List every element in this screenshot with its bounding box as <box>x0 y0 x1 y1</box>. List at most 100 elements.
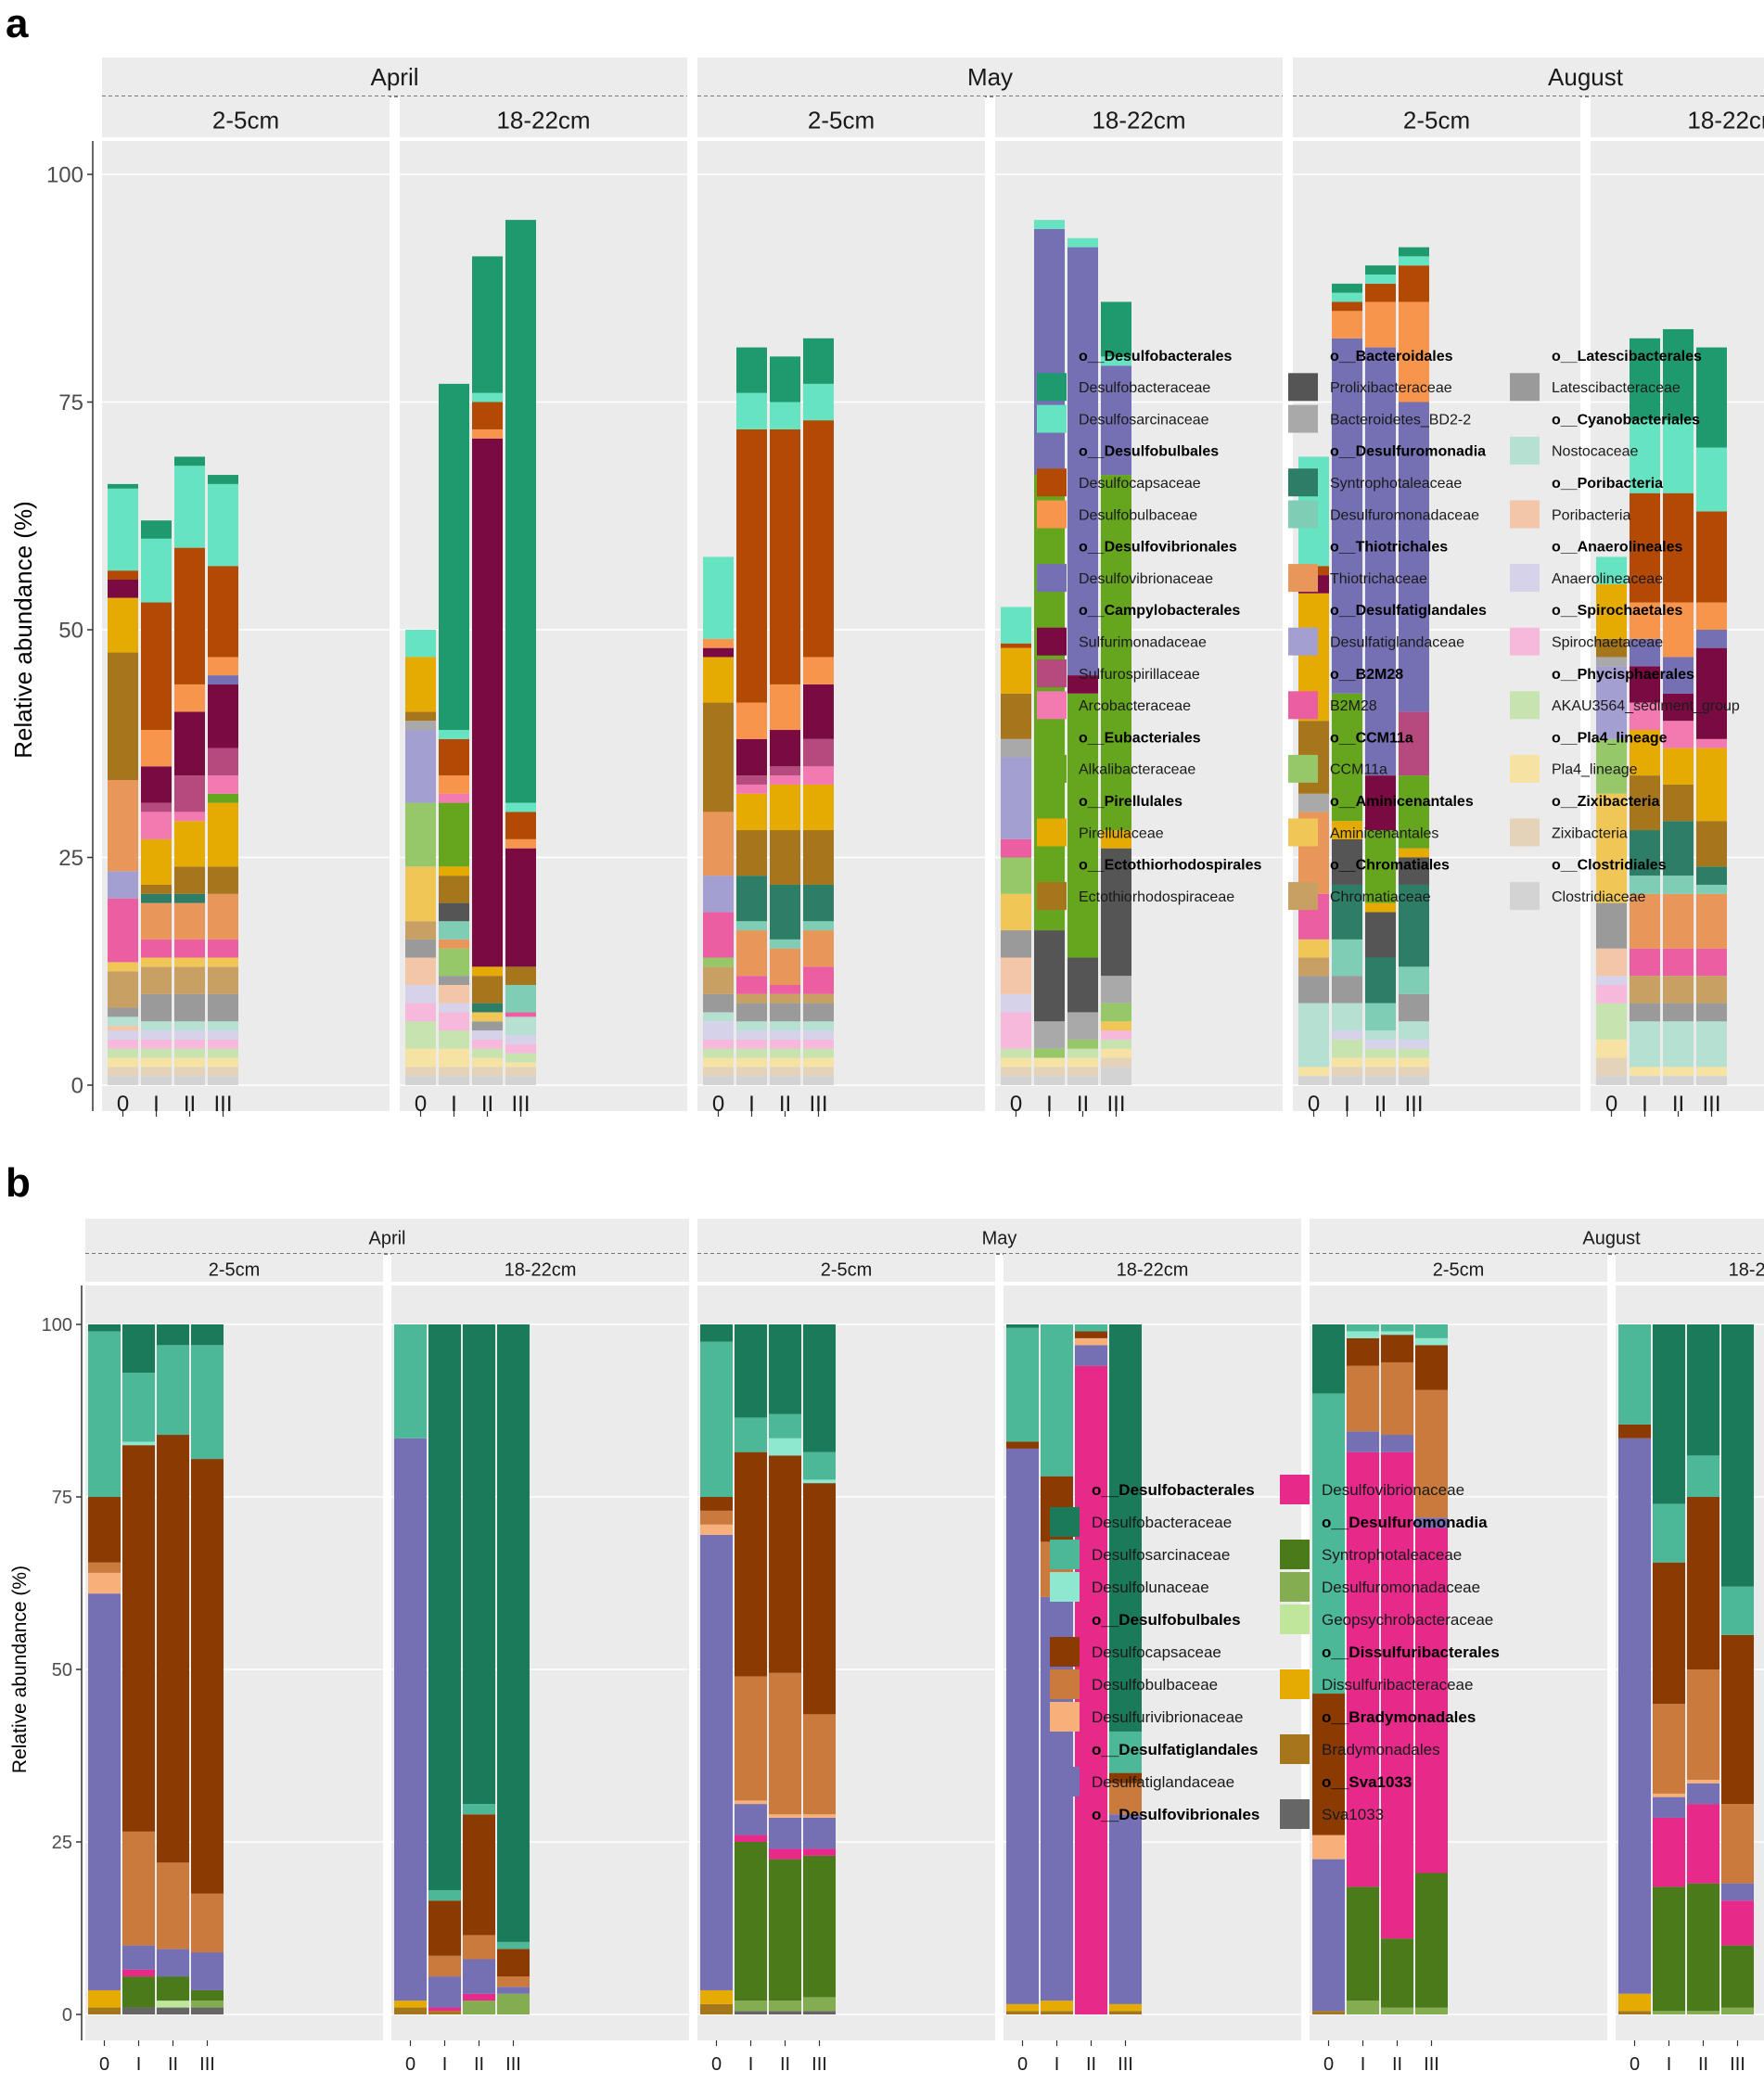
segment-desulfobulbaceae <box>439 775 469 794</box>
segment-desulfosarcinaceae <box>108 488 138 571</box>
x-tick-label: 0 <box>99 2054 109 2075</box>
bar-april-18-22cm-i <box>428 1324 461 2014</box>
segment-spirochaetaceae <box>736 1039 767 1049</box>
segment-desulfuromonadaceae <box>463 2001 495 2014</box>
legend-swatch-desulfobacteraceae <box>1037 373 1067 402</box>
legend-family-label: Alkalibacteraceae <box>1079 762 1195 778</box>
segment-thiotrichaceae <box>770 948 800 985</box>
legend-family-label: Desulfuromonadaceae <box>1330 507 1479 523</box>
segment-b2m28 <box>736 976 767 994</box>
segment-aminicenantales <box>1298 939 1329 958</box>
segment-desulfatiglandaceae <box>428 1976 461 2008</box>
segment-prolixibacteraceae <box>1332 838 1362 885</box>
segment-zixibacteria <box>439 1067 469 1077</box>
segment-pla4-lineage <box>1663 1067 1694 1077</box>
segment-desulfatiglandaceae <box>735 1804 767 1835</box>
segment-desulfobacteraceae <box>505 220 536 803</box>
bar-may-2-5cm-0 <box>703 556 734 1085</box>
legend-swatch-desulfosarcinaceae <box>1050 1540 1080 1569</box>
legend-family-label: Syntrophotaleaceae <box>1330 476 1462 492</box>
legend-swatch-syntrophotaleaceae <box>1280 1540 1310 1569</box>
segment-desulfuromonadaceae <box>191 2001 224 2008</box>
segment-syntrophotaleaceae <box>736 876 767 922</box>
segment-sulfurimonadaceae <box>1696 647 1727 739</box>
segment-desulfocapsaceae <box>108 570 138 580</box>
segment-ccm11a <box>1067 1039 1098 1049</box>
segment-akau3564-sediment-group <box>174 1048 205 1058</box>
bar-may-18-22cm-ii <box>1067 237 1098 1085</box>
segment-pla4-lineage <box>174 1057 205 1068</box>
segment-akau3564-sediment-group <box>472 1048 503 1058</box>
segment-desulfatiglandaceae <box>1006 1448 1039 2004</box>
x-tick-label: II <box>1077 1092 1089 1117</box>
segment-alkalibacteraceae <box>439 802 469 867</box>
bar-august-2-5cm-ii <box>1365 265 1396 1085</box>
legend-swatch-desulfuromonadaceae <box>1280 1572 1310 1602</box>
segment-arcobacteraceae <box>208 775 238 794</box>
segment-pirellulaceae <box>1630 730 1660 776</box>
depth-label: 2-5cm <box>1433 1259 1485 1280</box>
segment-latescibacteraceae <box>1399 993 1429 1022</box>
x-tick-label: III <box>1702 1092 1720 1117</box>
segment-desulfocapsaceae <box>803 420 834 658</box>
depth-strip <box>697 1254 995 1282</box>
legend-swatch-desulfosarcinaceae <box>1037 404 1067 433</box>
segment-desulfosarcinaceae <box>1399 256 1429 266</box>
segment-sulfurimonadaceae <box>472 438 503 967</box>
segment-aminicenantales <box>174 957 205 967</box>
segment-bradymonadales <box>88 2007 121 2014</box>
segment-dissulfuribacteraceae <box>1109 2003 1142 2012</box>
segment-sulfurimonadaceae <box>1067 675 1098 694</box>
legend-family-label: Poribacteria <box>1552 507 1630 523</box>
legend-order-label: o__Cyanobacteriales <box>1552 412 1700 428</box>
segment-spirochaetaceae <box>703 1039 734 1049</box>
segment-latescibacteraceae <box>703 993 734 1013</box>
segment-desulfocapsaceae <box>1332 301 1362 312</box>
legend-family-label: Clostridiaceae <box>1552 889 1645 905</box>
segment-sva1033 <box>157 2007 189 2014</box>
segment-thiotrichaceae <box>174 902 205 940</box>
legend-family-label: Sulfurimonadaceae <box>1079 634 1207 650</box>
bar-may-18-22cm-0 <box>1006 1324 1039 2014</box>
segment-desulfocapsaceae <box>1312 1694 1345 1835</box>
segment-anaerolineaceae <box>405 984 436 1004</box>
segment-b2m28 <box>208 939 238 958</box>
segment-ectothiorhodospiraceae <box>208 866 238 894</box>
segment-desulfatiglandaceae <box>1312 1859 1345 2012</box>
segment-thiotrichaceae <box>141 902 172 940</box>
segment-desulfuromonadaceae <box>1332 939 1362 977</box>
x-tick-label: I <box>1344 1092 1350 1117</box>
bar-april-18-22cm-0 <box>394 1324 427 2014</box>
segment-pirellulaceae <box>108 597 138 653</box>
segment-dissulfuribacteraceae <box>1006 2003 1039 2012</box>
segment-desulfobulbaceae <box>1630 602 1660 639</box>
segment-clostridiaceae <box>1630 1076 1660 1085</box>
bar-august-18-22cm-0 <box>1596 556 1627 1085</box>
legend-swatch-aminicenantales <box>1288 818 1318 847</box>
segment-nostocaceae <box>736 1021 767 1031</box>
y-tick-label: 75 <box>52 1488 72 1508</box>
bar-may-18-22cm-iii <box>1101 301 1131 1085</box>
legend-order-label: o__CCM11a <box>1330 730 1413 746</box>
segment-nostocaceae <box>803 1021 834 1031</box>
bar-may-2-5cm-i <box>735 1324 767 2014</box>
segment-pirellulaceae <box>174 821 205 867</box>
segment-clostridiaceae <box>1101 1067 1131 1085</box>
segment-b2m28 <box>770 984 800 994</box>
segment-pla4-lineage <box>703 1057 734 1068</box>
legend-order-label: o__Desulfobulbales <box>1079 444 1219 460</box>
x-tick-label: III <box>505 2054 521 2075</box>
bar-april-2-5cm-0 <box>108 483 138 1085</box>
segment-pirellulaceae <box>770 784 800 831</box>
segment-sulfurospirillaceae <box>770 766 800 776</box>
segment-desulfosarcinaceae <box>1653 1503 1685 1563</box>
segment-desulfovibrionaceae <box>208 675 238 684</box>
segment-desulfobulbaceae <box>174 684 205 712</box>
segment-pirellulaceae <box>703 657 734 703</box>
segment-desulfovibrionaceae <box>1630 638 1660 667</box>
segment-desulfocapsaceae <box>1653 1562 1685 1705</box>
segment-desulfolunaceae <box>122 1441 155 1446</box>
depth-strip <box>1293 96 1580 137</box>
segment-ccm11a <box>1001 857 1031 894</box>
legend-swatch-desulfobacteraceae <box>1050 1507 1080 1537</box>
